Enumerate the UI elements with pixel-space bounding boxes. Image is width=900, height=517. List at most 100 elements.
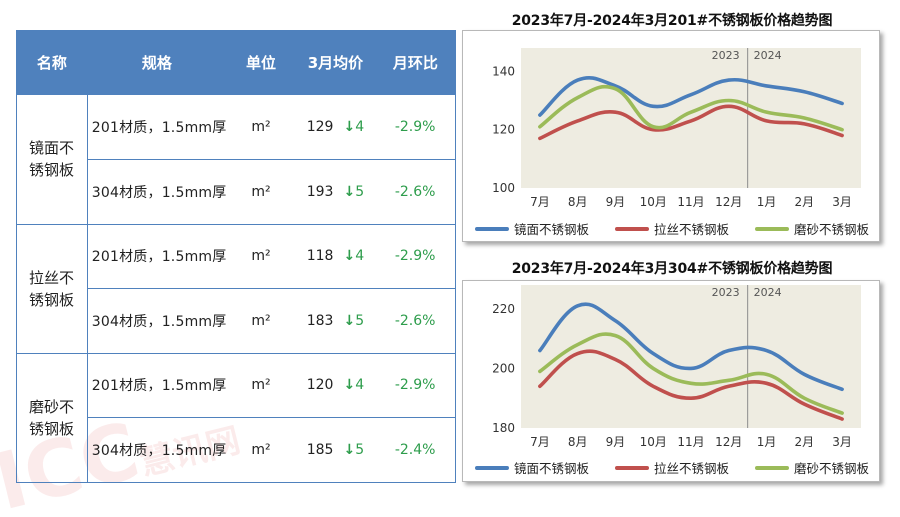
price-cell: 118 ↓4: [295, 224, 376, 289]
header-spec: 规格: [87, 30, 227, 95]
year-label-left: 2023: [712, 286, 740, 299]
legend-swatch: [755, 226, 790, 231]
legend-item: 拉丝不锈钢板: [615, 458, 729, 477]
spec-cell: 304材质，1.5mm厚: [87, 288, 227, 354]
table-row: 拉丝不锈钢板 201材质，1.5mm厚 m² 118 ↓4 -2.9%: [16, 224, 457, 354]
change-cell: -2.6%: [375, 159, 457, 225]
legend-swatch: [615, 465, 650, 470]
chart-2-title: 2023年7月-2024年3月304#不锈钢板价格趋势图: [511, 261, 833, 277]
legend-label: 镜面不锈钢板: [514, 461, 590, 476]
header-change: 月环比: [375, 30, 457, 95]
spec-cell: 201材质，1.5mm厚: [87, 224, 227, 289]
x-tick-label: 9月: [606, 435, 626, 449]
legend-label: 拉丝不锈钢板: [654, 461, 730, 476]
x-tick-label: 10月: [640, 195, 667, 209]
series-line-1: [538, 75, 844, 117]
y-tick-label: 220: [492, 302, 515, 316]
y-tick-label: 100: [492, 181, 515, 195]
chart-1-svg: 2023 2024 100 120 140 7月 8月 9月 10月 11月 12月 1月 2月 3月: [492, 48, 861, 209]
year-label-left: 2023: [712, 49, 740, 62]
price-value: 118: [306, 248, 334, 265]
x-tick-label: 12月: [715, 435, 742, 449]
price-value: 193: [306, 183, 334, 200]
table-row: 磨砂不锈钢板 201材质，1.5mm厚 m² 120 ↓4 -2.9%: [16, 353, 457, 483]
down-arrow-icon: ↓: [343, 183, 356, 200]
unit-cell: m²: [226, 288, 296, 354]
chart-2-legend: 镜面不锈钢板 拉丝不锈钢板 磨砂不锈钢板: [475, 458, 869, 477]
x-tick-label: 9月: [606, 195, 626, 209]
down-arrow-icon: ↓: [343, 312, 356, 329]
price-delta: 5: [355, 183, 365, 200]
spec-cell: 304材质，1.5mm厚: [87, 159, 227, 225]
price-delta: 4: [355, 119, 365, 135]
price-value: 129: [306, 119, 334, 135]
change-cell: -2.9%: [375, 353, 457, 418]
legend-swatch: [615, 226, 650, 231]
change-cell: -2.9%: [375, 95, 457, 160]
legend-swatch: [475, 465, 509, 470]
x-tick-label: 1月: [757, 435, 777, 449]
x-tick-label: 8月: [568, 435, 588, 449]
legend-item: 磨砂不锈钢板: [755, 219, 869, 238]
header-unit: 单位: [226, 30, 297, 95]
spec-cell: 304材质，1.5mm厚: [87, 417, 227, 483]
chart-1-legend: 镜面不锈钢板 拉丝不锈钢板 磨砂不锈钢板: [475, 219, 869, 238]
unit-cell: m²: [226, 95, 296, 160]
price-delta: 5: [355, 312, 365, 329]
unit-cell: m²: [226, 224, 296, 289]
year-label-right: 2024: [754, 286, 782, 299]
series-line-2: [538, 349, 844, 421]
y-tick-label: 140: [492, 64, 515, 78]
down-arrow-icon: ↓: [343, 441, 356, 458]
x-tick-label: 10月: [640, 435, 667, 449]
x-tick-label: 2月: [795, 195, 815, 209]
down-arrow-icon: ↓: [343, 377, 356, 394]
spec-cell: 201材质，1.5mm厚: [87, 95, 227, 160]
price-cell: 120 ↓4: [295, 353, 376, 418]
legend-swatch: [755, 465, 790, 470]
price-delta: 4: [355, 377, 365, 394]
x-tick-label: 11月: [677, 195, 704, 209]
unit-cell: m²: [226, 417, 296, 483]
price-delta: 5: [355, 441, 365, 458]
down-arrow-icon: ↓: [343, 119, 356, 135]
x-tick-label: 8月: [568, 195, 588, 209]
chart-2: 2023 2024 180 200 220 7月 8月 9月 10月 11月 12月 1月 2月 3月 镜…: [462, 280, 880, 482]
y-tick-label: 120: [492, 123, 515, 137]
x-tick-label: 3月: [832, 195, 852, 209]
price-cell: 193 ↓5: [295, 159, 376, 225]
x-tick-label: 12月: [715, 195, 742, 209]
chart-1: 2023 2024 100 120 140 7月 8月 9月 10月 11月 12月 1月 2月 3月 镜…: [462, 30, 880, 242]
price-cell: 129 ↓4: [295, 95, 376, 160]
price-table: 名称 规格 单位 3月均价 月环比 镜面不锈钢板 201材质，1.5mm厚 m² 12…: [16, 30, 457, 483]
legend-swatch: [475, 226, 509, 231]
chart-1-title: 2023年7月-2024年3月201#不锈钢板价格趋势图: [511, 13, 833, 29]
header-name: 名称: [16, 30, 88, 95]
category-cell: 拉丝不锈钢板: [16, 224, 88, 354]
x-tick-label: 7月: [530, 195, 550, 209]
table-body: 镜面不锈钢板 201材质，1.5mm厚 m² 129 ↓4 -2.9% 304材质，1.5m…: [16, 95, 457, 483]
spec-cell: 201材质，1.5mm厚: [87, 353, 227, 418]
price-value: 183: [306, 312, 334, 329]
table-row: 304材质，1.5mm厚 m² 193 ↓5 -2.6%: [17, 159, 457, 225]
table-row: 镜面不锈钢板 201材质，1.5mm厚 m² 129 ↓4 -2.9%: [16, 95, 457, 225]
price-cell: 183 ↓5: [295, 288, 376, 354]
category-cell: 镜面不锈钢板: [16, 95, 88, 225]
category-cell: 磨砂不锈钢板: [16, 353, 88, 483]
legend-label: 拉丝不锈钢板: [654, 222, 730, 237]
header-price: 3月均价: [295, 30, 376, 95]
down-arrow-icon: ↓: [343, 248, 356, 265]
series-line-2: [538, 104, 844, 141]
legend-item: 镜面不锈钢板: [475, 219, 589, 238]
series-line-3: [538, 84, 844, 132]
x-tick-label: 3月: [832, 435, 852, 449]
y-tick-label: 180: [492, 421, 515, 435]
legend-item: 镜面不锈钢板: [475, 458, 589, 477]
table-row: 304材质，1.5mm厚 m² 185 ↓5 -2.4%: [17, 417, 457, 483]
price-cell: 185 ↓5: [295, 417, 376, 483]
table-row: 304材质，1.5mm厚 m² 183 ↓5 -2.6%: [17, 288, 457, 354]
legend-item: 拉丝不锈钢板: [615, 219, 729, 238]
year-label-right: 2024: [754, 49, 782, 62]
legend-label: 磨砂不锈钢板: [794, 222, 870, 237]
price-delta: 4: [355, 248, 365, 265]
